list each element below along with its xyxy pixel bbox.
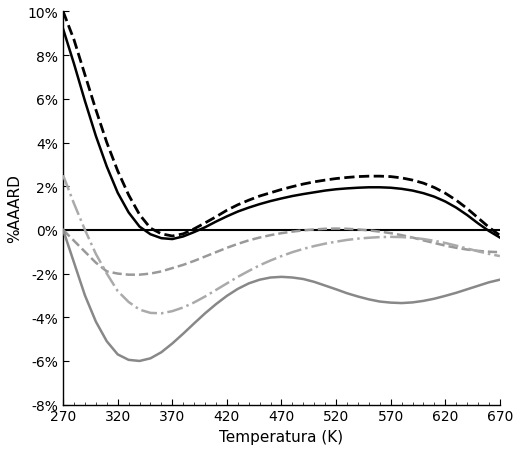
X-axis label: Temperatura (K): Temperatura (K)	[219, 429, 344, 444]
Y-axis label: %AAARD: %AAARD	[7, 174, 22, 243]
